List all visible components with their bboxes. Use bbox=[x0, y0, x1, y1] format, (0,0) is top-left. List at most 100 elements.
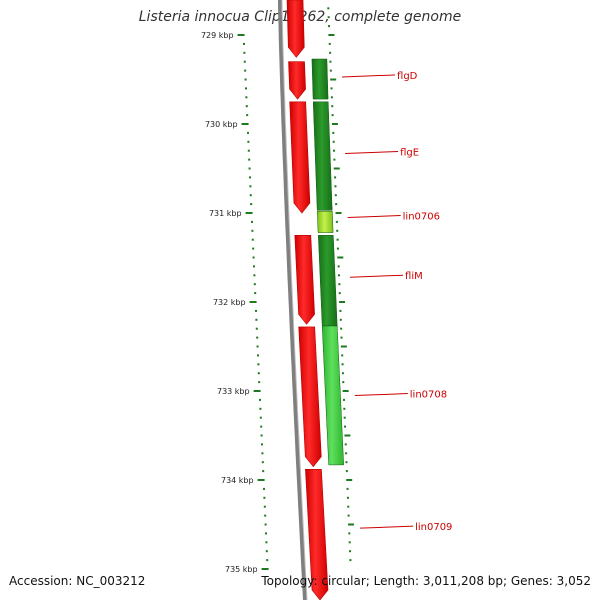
reverse-gene-flim[interactable] bbox=[318, 235, 338, 327]
reverse-tick bbox=[340, 336, 343, 339]
minor-tick bbox=[261, 452, 264, 455]
reverse-gene-lin0706[interactable] bbox=[317, 210, 334, 233]
reverse-tick bbox=[346, 479, 353, 481]
minor-tick bbox=[260, 434, 263, 437]
forward-gene-4[interactable] bbox=[294, 235, 315, 325]
minor-tick bbox=[245, 96, 248, 99]
reverse-tick bbox=[334, 185, 337, 188]
minor-tick bbox=[247, 140, 250, 143]
accession-label: Accession: NC_003212 bbox=[9, 574, 146, 588]
gene-label-lin0709[interactable]: lin0709 bbox=[415, 522, 452, 533]
minor-tick bbox=[253, 274, 256, 277]
reverse-tick bbox=[339, 318, 342, 321]
ruler: 729 kbp 730 kbp 731 kbp 732 kbp 733 kbp 734 k… bbox=[201, 7, 354, 574]
reverse-tick bbox=[348, 541, 351, 544]
minor-tick bbox=[246, 114, 249, 117]
leader-line-lin0706 bbox=[347, 215, 401, 219]
minor-tick bbox=[253, 283, 256, 286]
gene-label-flgd[interactable]: flgD bbox=[397, 71, 418, 82]
minor-tick bbox=[255, 327, 258, 330]
minor-tick bbox=[243, 51, 246, 54]
reverse-tick bbox=[345, 452, 348, 455]
reverse-tick bbox=[349, 559, 352, 562]
minor-tick bbox=[244, 78, 247, 81]
tick-label-733: 733 kbp bbox=[217, 387, 250, 396]
tick-label-735: 735 kbp bbox=[225, 565, 258, 574]
reverse-gene-flge[interactable] bbox=[312, 101, 333, 211]
reverse-gene-flgd[interactable] bbox=[311, 58, 329, 100]
reverse-tick bbox=[347, 523, 354, 526]
minor-tick bbox=[246, 131, 249, 134]
minor-tick bbox=[263, 496, 266, 499]
minor-tick bbox=[254, 309, 257, 312]
minor-tick bbox=[251, 229, 254, 232]
tick-label-732: 732 kbp bbox=[213, 298, 246, 307]
minor-tick bbox=[257, 372, 260, 375]
reverse-gene-lin0708[interactable] bbox=[321, 325, 344, 466]
leader-line-flim bbox=[350, 274, 404, 278]
minor-tick bbox=[258, 381, 261, 384]
minor-tick bbox=[249, 185, 252, 188]
topology-label: Topology: circular; Length: 3,011,208 bp… bbox=[261, 574, 591, 588]
minor-tick bbox=[263, 487, 266, 490]
minor-tick bbox=[256, 345, 259, 348]
minor-tick bbox=[257, 363, 260, 366]
reverse-tick bbox=[338, 283, 341, 286]
reverse-tick bbox=[328, 25, 331, 28]
minor-tick bbox=[242, 42, 245, 45]
minor-tick bbox=[264, 523, 267, 526]
minor-tick bbox=[248, 176, 251, 179]
reverse-tick bbox=[339, 309, 342, 312]
reverse-tick bbox=[341, 363, 344, 366]
minor-tick bbox=[264, 514, 267, 517]
minor-tick bbox=[250, 220, 253, 223]
reverse-tick bbox=[334, 176, 337, 179]
minor-tick bbox=[247, 149, 250, 152]
minor-tick bbox=[260, 443, 263, 446]
reverse-tick bbox=[343, 416, 346, 419]
reverse-tick bbox=[344, 443, 347, 446]
reverse-tick bbox=[329, 60, 332, 63]
reverse-tick bbox=[337, 265, 340, 268]
gene-label-lin0706[interactable]: lin0706 bbox=[403, 212, 440, 223]
gene-label-flge[interactable]: flgE bbox=[400, 147, 419, 158]
minor-tick bbox=[259, 416, 262, 419]
reverse-tick bbox=[329, 51, 332, 54]
minor-tick bbox=[245, 105, 248, 108]
minor-tick bbox=[265, 532, 268, 535]
forward-gene-5[interactable] bbox=[298, 326, 322, 468]
minor-tick bbox=[258, 398, 261, 401]
reverse-tick bbox=[327, 16, 330, 19]
leader-line-flgd bbox=[342, 74, 396, 78]
reverse-tick bbox=[328, 42, 331, 45]
minor-tick bbox=[251, 238, 254, 241]
forward-gene-3[interactable] bbox=[289, 101, 311, 214]
forward-gene-6[interactable] bbox=[305, 468, 329, 600]
reverse-tick bbox=[344, 434, 351, 437]
minor-tick bbox=[261, 461, 264, 464]
reverse-tick bbox=[338, 274, 341, 277]
gene-label-flim[interactable]: fliM bbox=[405, 271, 423, 282]
minor-tick bbox=[256, 354, 259, 357]
minor-tick bbox=[265, 541, 268, 544]
reverse-tick bbox=[341, 372, 344, 375]
minor-tick bbox=[266, 559, 269, 562]
minor-tick bbox=[263, 505, 266, 508]
forward-gene-2[interactable] bbox=[288, 61, 306, 100]
tick-label-730: 730 kbp bbox=[205, 120, 238, 129]
forward-gene-1[interactable] bbox=[286, 0, 305, 58]
minor-tick bbox=[252, 247, 255, 250]
reverse-tick bbox=[336, 238, 339, 241]
reverse-tick bbox=[331, 105, 334, 108]
minor-tick bbox=[265, 550, 268, 553]
gene-labels: flgD flgE lin0706 fliM lin0708 lin0709 bbox=[342, 71, 452, 533]
reverse-tick bbox=[340, 327, 343, 330]
reverse-tick bbox=[328, 34, 335, 36]
reverse-tick bbox=[335, 220, 338, 223]
leader-line-flge bbox=[345, 150, 399, 154]
gene-label-lin0708[interactable]: lin0708 bbox=[410, 390, 447, 401]
reverse-tick bbox=[333, 158, 336, 161]
minor-tick bbox=[248, 167, 251, 170]
